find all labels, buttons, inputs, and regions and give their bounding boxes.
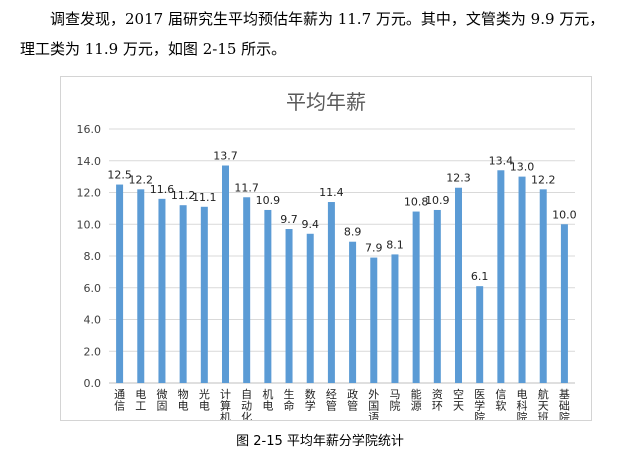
bar <box>327 202 335 383</box>
data-label: 13.0 <box>510 161 534 174</box>
x-tick-label: 通信 <box>114 388 125 413</box>
bars <box>116 165 568 383</box>
bar <box>518 176 526 383</box>
x-tick-label: 空天 <box>453 387 464 413</box>
y-tick-label: 4.0 <box>84 314 102 327</box>
bar <box>560 224 568 383</box>
bar <box>539 189 547 383</box>
x-tick-label: 自动化 <box>241 388 252 420</box>
paragraph-line-2: 理工类为 11.9 万元，如图 2-15 所示。 <box>20 40 287 58</box>
data-label: 11.1 <box>192 191 217 204</box>
y-tick-label: 0.0 <box>84 377 102 390</box>
x-tick-label: 生命 <box>284 387 295 413</box>
paragraph: 调查发现，2017 届研究生平均预估年薪为 11.7 万元。其中，文管类为 9.… <box>20 4 630 64</box>
data-label: 10.9 <box>425 194 450 207</box>
x-axis-labels: 通信电工微固物电光电计算机自动化机电生命数学经管政管外国语马院能源资环空天医学院… <box>114 387 570 424</box>
data-label: 12.5 <box>107 169 132 182</box>
data-labels: 12.512.211.611.211.113.711.710.99.7 9.411… <box>107 150 576 284</box>
y-tick-label: 8.0 <box>84 250 102 263</box>
bar <box>158 198 166 383</box>
data-label: 11.4 <box>319 186 344 199</box>
data-label: 10.9 <box>256 194 281 207</box>
x-tick-label: 数学 <box>305 388 316 413</box>
data-label: 9.7 <box>280 213 298 226</box>
data-label: 11.7 <box>234 181 259 194</box>
x-tick-label: 物电 <box>178 387 189 413</box>
data-label: 10.8 <box>404 196 429 209</box>
bar <box>497 170 505 383</box>
bar <box>349 241 357 383</box>
data-label: 11.6 <box>150 183 175 196</box>
x-tick-label: 信软 <box>495 388 506 413</box>
y-tick-label: 6.0 <box>84 282 102 295</box>
figure-caption: 图 2-15 平均年薪分学院统计 <box>236 434 404 449</box>
x-tick-label: 政管 <box>347 387 358 413</box>
bar <box>179 205 187 383</box>
x-tick-label: 资环 <box>432 388 443 413</box>
bar <box>285 229 293 383</box>
x-tick-label: 电工 <box>135 388 146 413</box>
bar <box>137 189 145 383</box>
x-tick-label: 航天班 <box>538 387 549 420</box>
x-tick-label: 马院 <box>389 388 400 413</box>
y-axis-labels: 0.0 2.0 4.0 6.0 8.0 10.0 12.0 14.0 16.0 <box>77 123 102 390</box>
bar <box>306 233 314 383</box>
x-tick-label: 医学院 <box>474 388 485 420</box>
bar <box>200 206 208 383</box>
bar <box>222 165 229 383</box>
data-label: 12.2 <box>129 173 154 186</box>
data-label: 13.4 <box>489 154 514 167</box>
data-label: 6.1 <box>471 270 489 283</box>
y-tick-label: 14.0 <box>77 155 102 168</box>
data-label: 11.2 <box>171 189 196 202</box>
x-tick-label: 计算机 <box>220 388 231 420</box>
data-label: 9.4 <box>301 218 319 231</box>
y-tick-label: 12.0 <box>77 187 102 200</box>
data-label: 7.9 <box>365 242 383 255</box>
x-tick-label: 微固 <box>156 387 167 413</box>
bar <box>455 187 462 383</box>
x-tick-label: 能源 <box>411 387 422 413</box>
x-tick-label: 外国语 <box>368 388 379 420</box>
bar <box>412 211 420 383</box>
chart-title: 平均年薪 <box>286 90 366 114</box>
bar <box>264 209 272 383</box>
x-tick-label: 电科院 <box>517 388 528 420</box>
paragraph-line-1: 调查发现，2017 届研究生平均预估年薪为 11.7 万元。其中，文管类为 9.… <box>50 10 605 28</box>
data-label: 8.1 <box>386 238 404 251</box>
x-tick-label: 经管 <box>326 388 337 413</box>
y-tick-label: 2.0 <box>84 345 102 358</box>
bar <box>116 184 124 383</box>
data-label: 13.7 <box>213 150 238 163</box>
bar <box>391 254 399 383</box>
bar <box>476 286 484 383</box>
x-tick-label: 机电 <box>262 387 273 413</box>
chart-frame: 平均年薪 0.0 2.0 4.0 6.0 8.0 10.0 12.0 14.0 16.0 12.… <box>60 76 592 424</box>
x-tick-label: 光电 <box>199 387 210 413</box>
bar <box>243 197 251 383</box>
y-tick-label: 10.0 <box>77 218 102 231</box>
y-tick-label: 16.0 <box>77 123 102 136</box>
bar <box>370 257 378 383</box>
data-label: 8.9 <box>344 226 362 239</box>
data-label: 12.2 <box>531 173 556 186</box>
bar <box>433 209 441 383</box>
data-label: 12.3 <box>446 172 471 185</box>
x-tick-label: 基础院 <box>559 388 570 420</box>
bar-chart: 平均年薪 0.0 2.0 4.0 6.0 8.0 10.0 12.0 14.0 16.0 12.… <box>77 90 577 424</box>
data-label: 10.0 <box>552 208 577 221</box>
gridlines <box>109 128 575 384</box>
